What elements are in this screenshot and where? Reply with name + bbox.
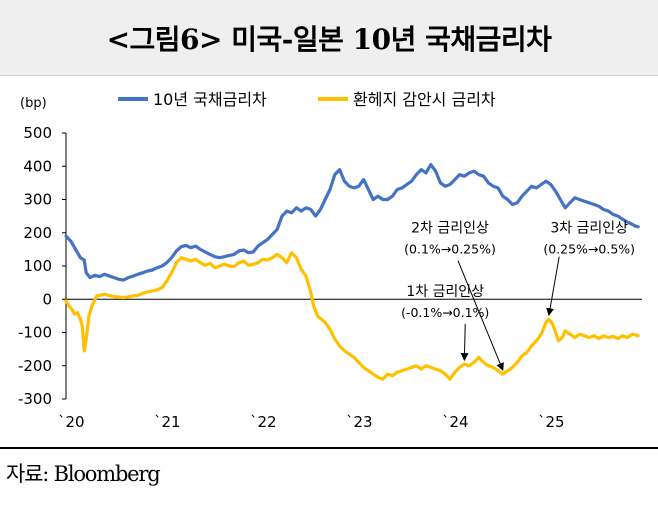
bottom-divider	[0, 447, 658, 449]
chart-area: (bp) 10년 국채금리차 환헤지 감안시 금리차 500 400 300 200 100 0…	[0, 76, 658, 446]
series-line-1	[64, 163, 640, 282]
y-tick-label: 500	[23, 124, 52, 142]
x-tick-label: `21	[154, 413, 181, 431]
line-chart: (bp) 10년 국채금리차 환헤지 감안시 금리차 500 400 300 200 100 0…	[18, 90, 642, 431]
annotation-text-1: (-0.1%→0.1%)	[401, 305, 489, 320]
title-bar: <그림6> 미국-일본 10년 국채금리차	[0, 0, 658, 76]
x-tick-label: `23	[346, 413, 373, 431]
annotation-text-3: (0.25%→0.5%)	[543, 242, 635, 257]
y-tick-label: 300	[23, 191, 52, 209]
x-tick-label: `22	[250, 413, 277, 431]
annotation-text-2: (0.1%→0.25%)	[404, 242, 496, 257]
annotation-arrow-3	[546, 256, 560, 317]
annotation-text-1: 1차 금리인상	[406, 284, 484, 300]
series-line-2	[64, 251, 640, 381]
y-tick-label: -100	[18, 324, 52, 342]
x-tick-label: `25	[538, 413, 565, 431]
annotation-text-3: 3차 금리인상	[550, 221, 628, 237]
annotation-text-2: 2차 금리인상	[411, 221, 489, 237]
legend-label: 환헤지 감안시 금리차	[353, 90, 496, 109]
y-tick-label: -300	[18, 390, 52, 408]
source-note: 자료: Bloomberg	[6, 462, 161, 486]
y-tick-label: 400	[23, 157, 52, 175]
y-tick-label: 100	[23, 257, 52, 275]
y-tick-label: 200	[23, 224, 52, 242]
x-tick-label: `20	[58, 413, 85, 431]
y-axis-unit: (bp)	[20, 96, 47, 111]
annotation-arrow-2	[457, 260, 504, 371]
legend-label: 10년 국채금리차	[153, 90, 267, 109]
chart-title: <그림6> 미국-일본 10년 국채금리차	[106, 22, 552, 56]
annotation-arrow-1	[460, 323, 469, 362]
x-tick-label: `24	[442, 413, 469, 431]
y-tick-label: 0	[42, 290, 52, 308]
y-tick-label: -200	[18, 357, 52, 375]
